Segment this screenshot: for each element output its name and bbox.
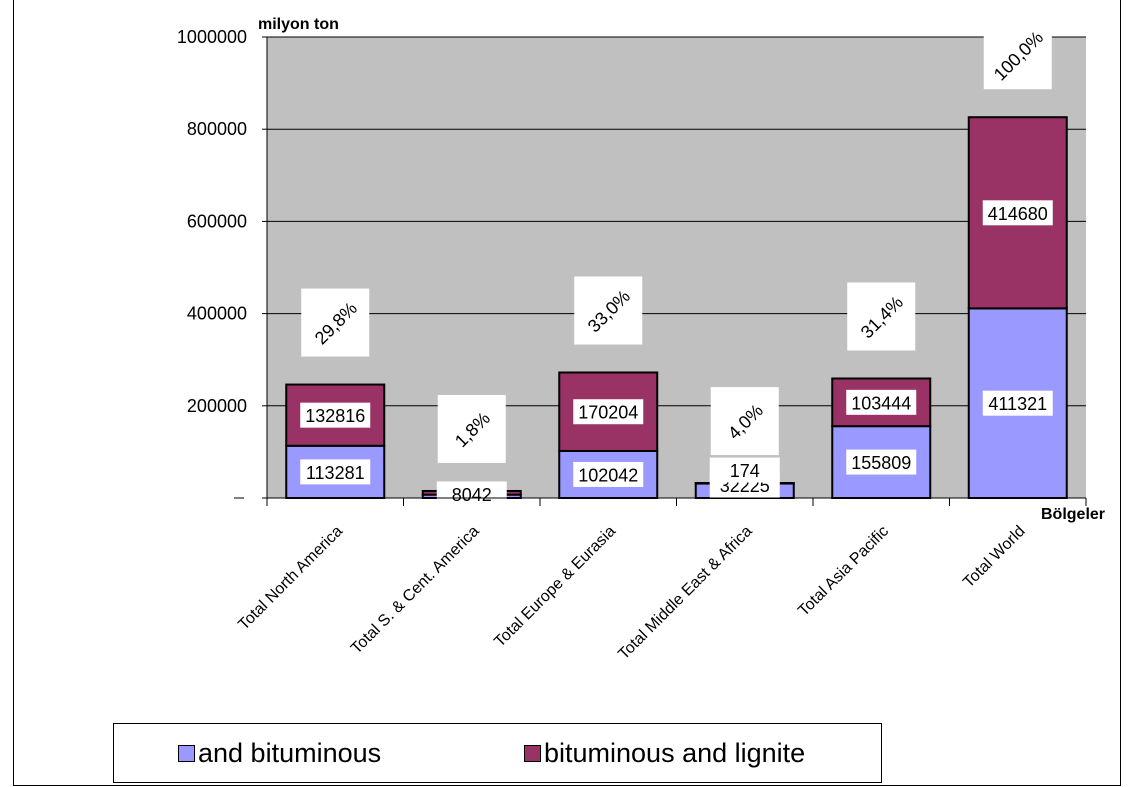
y-tick-label: 400000 [187, 304, 247, 324]
data-label: 102042 [578, 465, 638, 485]
legend-swatch [178, 745, 195, 762]
y-tick-label: 800000 [187, 119, 247, 139]
data-label: 103444 [851, 393, 911, 413]
legend-item-bituminous-and-lignite: bituminous and lignite [524, 738, 805, 769]
x-axis-unit-label: Bölgeler [1041, 506, 1105, 523]
share-label-box [437, 394, 506, 463]
data-label-box [846, 449, 917, 475]
x-category-label: Total S. & Cent. America [348, 523, 483, 658]
share-label-box [983, 21, 1052, 90]
data-label-box [573, 461, 644, 487]
legend-label: bituminous and lignite [544, 738, 806, 768]
data-label-box [300, 459, 371, 485]
data-label: 8042 [452, 485, 492, 505]
data-label-box [846, 389, 917, 415]
data-label: 411321 [988, 394, 1047, 414]
y-tick-label: 200000 [187, 396, 247, 416]
legend-item-and-bituminous: and bituminous [178, 738, 381, 769]
plot-area [267, 37, 1086, 498]
gridlines [267, 36, 1086, 407]
data-label-box [300, 402, 371, 428]
share-label-box [574, 276, 643, 345]
data-label-box [982, 200, 1053, 226]
data-label-box [709, 457, 780, 483]
x-category-label: Total Asia Pacific [795, 523, 892, 620]
data-label: 170204 [578, 403, 638, 423]
data-label: 155809 [851, 453, 911, 473]
chart-frame [13, 0, 1121, 786]
data-label-box [573, 399, 644, 425]
y-tick-label: 600000 [187, 211, 247, 231]
y-axis-unit-label: milyon ton [258, 16, 339, 33]
x-category-label: Total World [960, 523, 1028, 591]
share-label-box [710, 387, 779, 456]
share-label-box [847, 282, 916, 351]
data-label-box [436, 481, 507, 507]
y-tick-label: 1000000 [177, 27, 247, 47]
legend: and bituminous bituminous and lignite [113, 723, 882, 783]
x-category-label: Total Europe & Eurasia [491, 523, 619, 651]
data-label-box [982, 390, 1053, 416]
data-label: 113281 [306, 463, 365, 483]
data-label: 132816 [305, 406, 365, 426]
legend-label: and bituminous [198, 738, 382, 768]
legend-swatch [524, 745, 541, 762]
x-category-label: Total Middle East & Africa [615, 523, 755, 663]
data-label: 174 [730, 461, 760, 481]
x-category-label: Total North America [235, 523, 346, 634]
data-label: 414680 [988, 204, 1048, 224]
share-label-box [301, 288, 370, 357]
